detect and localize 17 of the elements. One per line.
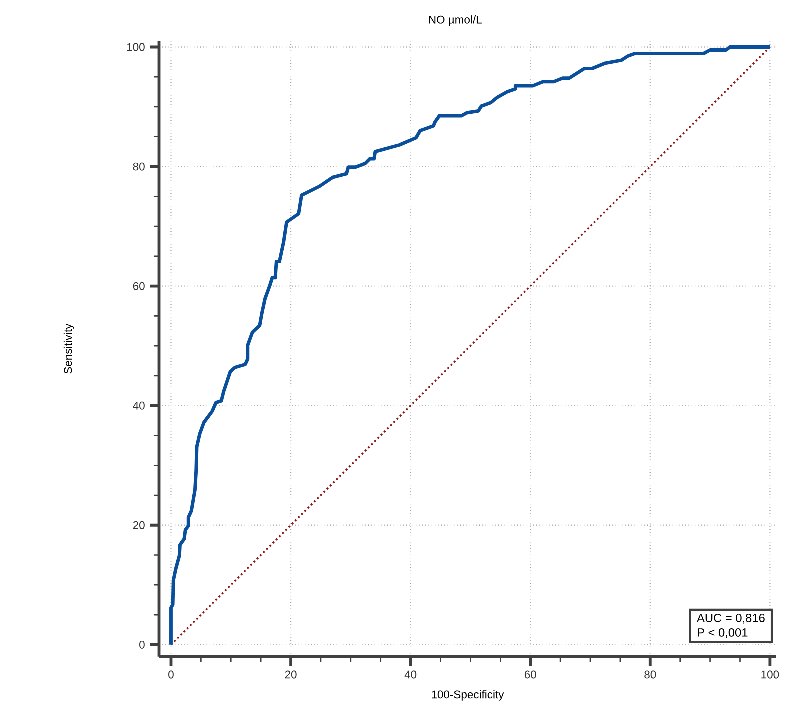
chart-title: NO µmol/L (429, 15, 482, 26)
x-tick-label: 20 (285, 670, 297, 679)
y-tick-label: 40 (133, 402, 145, 410)
x-axis-title: 100-Specificity (432, 690, 504, 701)
y-tick-label: 0 (140, 640, 145, 649)
y-axis-title: Sensitivity (64, 324, 74, 374)
x-tick-label: 40 (404, 670, 417, 679)
x-tick-label: 60 (524, 670, 536, 679)
y-tick-label: 80 (133, 162, 145, 171)
x-tick-label: 80 (644, 670, 656, 679)
y-tick-label: 100 (127, 43, 145, 52)
annotation: P < 0,001 (698, 628, 748, 638)
y-tick-label: 20 (133, 521, 145, 530)
annotation: AUC = 0,816 (697, 614, 765, 624)
y-tick-label: 60 (133, 282, 145, 290)
x-tick-label: 100 (762, 670, 780, 679)
x-tick-label: 0 (168, 670, 174, 679)
